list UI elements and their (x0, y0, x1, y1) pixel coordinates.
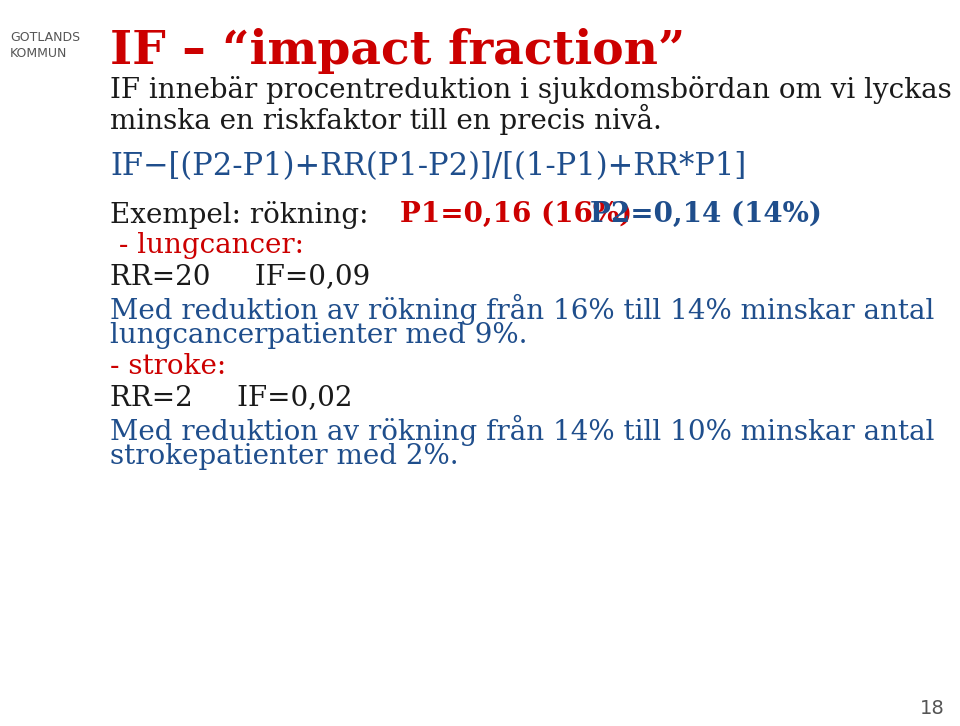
Text: GOTLANDS
KOMMUN: GOTLANDS KOMMUN (10, 31, 80, 60)
Text: RR=20     IF=0,09: RR=20 IF=0,09 (110, 263, 371, 290)
Text: RR=2     IF=0,02: RR=2 IF=0,02 (110, 384, 352, 411)
Text: IF−[(P2-P1)+RR(P1-P2)]/[(1-P1)+RR*P1]: IF−[(P2-P1)+RR(P1-P2)]/[(1-P1)+RR*P1] (110, 151, 746, 182)
Text: IF – “impact fraction”: IF – “impact fraction” (110, 28, 685, 74)
Text: P1=0,16 (16%): P1=0,16 (16%) (400, 201, 632, 228)
Text: IF innebär procentreduktion i sjukdomsbördan om vi lyckas att: IF innebär procentreduktion i sjukdomsbö… (110, 76, 960, 104)
Text: 18: 18 (921, 699, 945, 718)
Text: Exempel: rökning:: Exempel: rökning: (110, 201, 369, 229)
Text: - stroke:: - stroke: (110, 353, 227, 380)
Text: - lungcancer:: - lungcancer: (110, 232, 304, 259)
Text: Med reduktion av rökning från 16% till 14% minskar antal: Med reduktion av rökning från 16% till 1… (110, 294, 934, 325)
Text: P2=0,14 (14%): P2=0,14 (14%) (590, 201, 822, 228)
Text: lungcancerpatienter med 9%.: lungcancerpatienter med 9%. (110, 322, 527, 349)
Text: Med reduktion av rökning från 14% till 10% minskar antal: Med reduktion av rökning från 14% till 1… (110, 415, 934, 446)
Text: strokepatienter med 2%.: strokepatienter med 2%. (110, 443, 459, 470)
Text: minska en riskfaktor till en precis nivå.: minska en riskfaktor till en precis nivå… (110, 104, 661, 135)
